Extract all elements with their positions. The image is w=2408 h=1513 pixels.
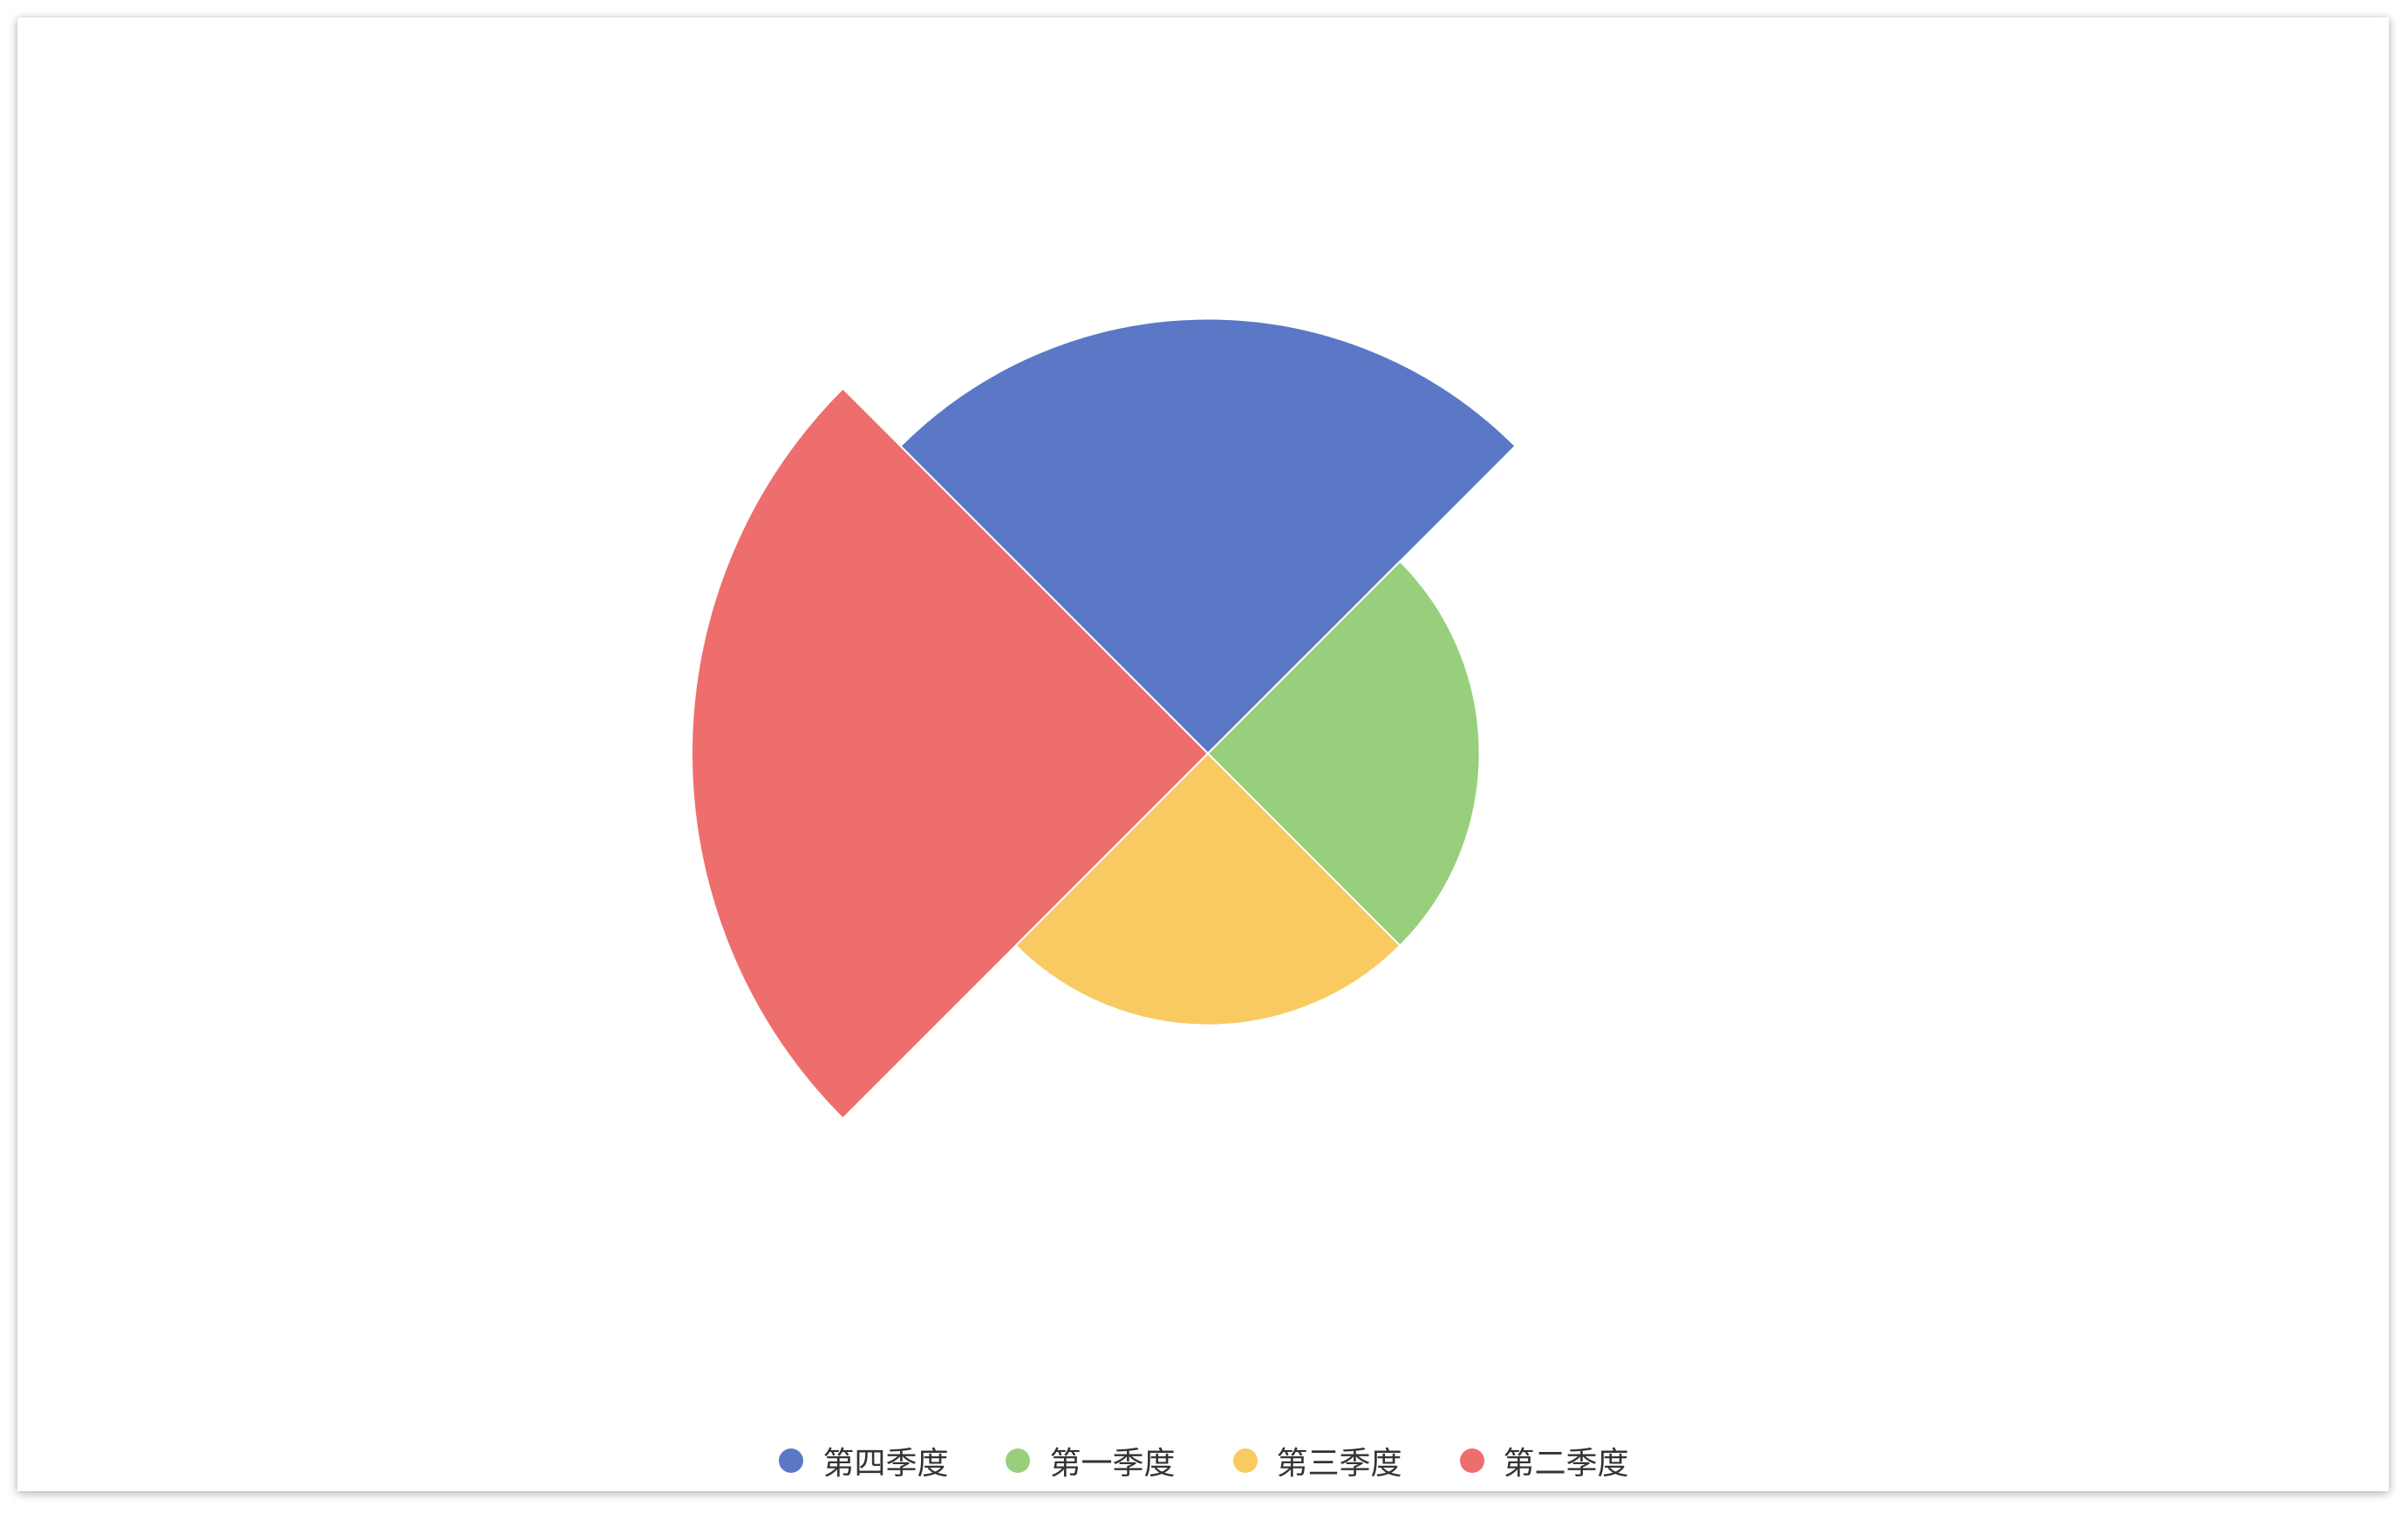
legend-item-q3[interactable]: 第三季度	[1232, 1438, 1402, 1483]
rose-slice-4[interactable]	[1206, 560, 1481, 947]
rose-slice-1[interactable]	[899, 317, 1517, 755]
legend: 第四季度 第一季度 第三季度 第二季度	[0, 1439, 2408, 1482]
legend-item-q4[interactable]: 第四季度	[779, 1438, 948, 1483]
rose-slice-2[interactable]	[690, 386, 1210, 1121]
legend-label-q3: 第三季度	[1276, 1446, 1402, 1482]
legend-item-q2[interactable]: 第二季度	[1459, 1438, 1629, 1483]
legend-label-q2: 第二季度	[1503, 1446, 1629, 1482]
legend-dot-q4	[779, 1448, 804, 1473]
legend-dot-q1	[1006, 1448, 1031, 1473]
legend-item-q1[interactable]: 第一季度	[1006, 1438, 1176, 1483]
legend-dot-q3	[1232, 1448, 1258, 1473]
legend-label-q1: 第一季度	[1049, 1446, 1176, 1482]
legend-dot-q2	[1459, 1448, 1484, 1473]
legend-label-q4: 第四季度	[822, 1446, 949, 1482]
rose-slice-3[interactable]	[1014, 752, 1402, 1026]
